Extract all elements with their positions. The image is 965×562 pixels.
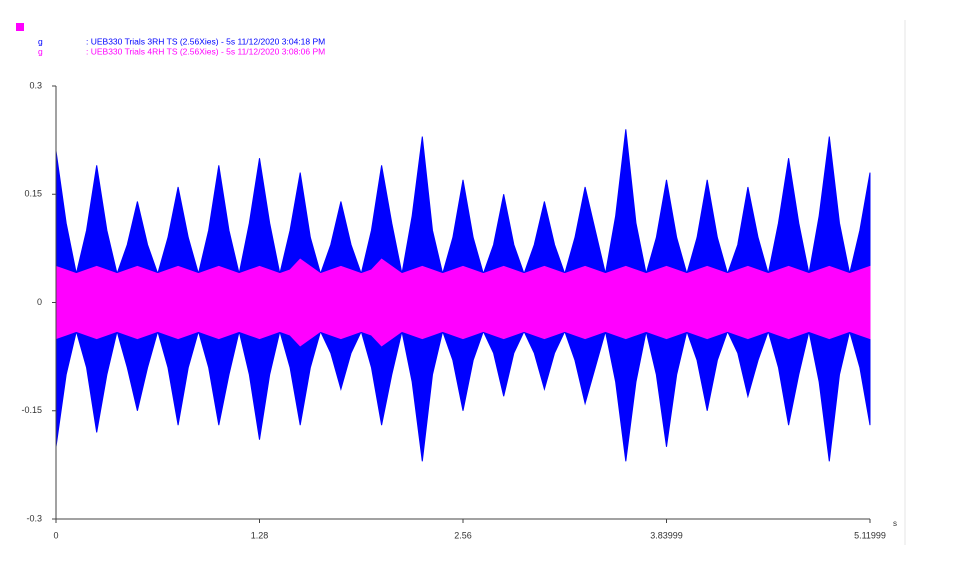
y-tick-label: 0.15 <box>24 189 42 199</box>
legend-label: : UEB330 Trials 3RH TS (2.56Xies) - 5s 1… <box>86 36 325 46</box>
legend-unit: g <box>38 36 43 46</box>
y-tick-label: -0.3 <box>26 513 42 523</box>
y-tick-label: 0.3 <box>29 80 42 90</box>
x-tick-label: 1.28 <box>251 530 269 540</box>
x-tick-label: 0 <box>53 530 58 540</box>
active-marker <box>16 23 24 31</box>
x-unit: s <box>893 519 897 528</box>
x-tick-label: 3.83999 <box>650 530 683 540</box>
legend-label: : UEB330 Trials 4RH TS (2.56Xies) - 5s 1… <box>86 46 325 56</box>
legend-unit: g <box>38 46 43 56</box>
x-tick-label: 5.11999 <box>854 530 886 540</box>
y-tick-label: -0.15 <box>21 405 42 415</box>
signal-band <box>55 258 871 347</box>
y-tick-label: 0 <box>37 297 42 307</box>
x-tick-label: 2.56 <box>454 530 472 540</box>
